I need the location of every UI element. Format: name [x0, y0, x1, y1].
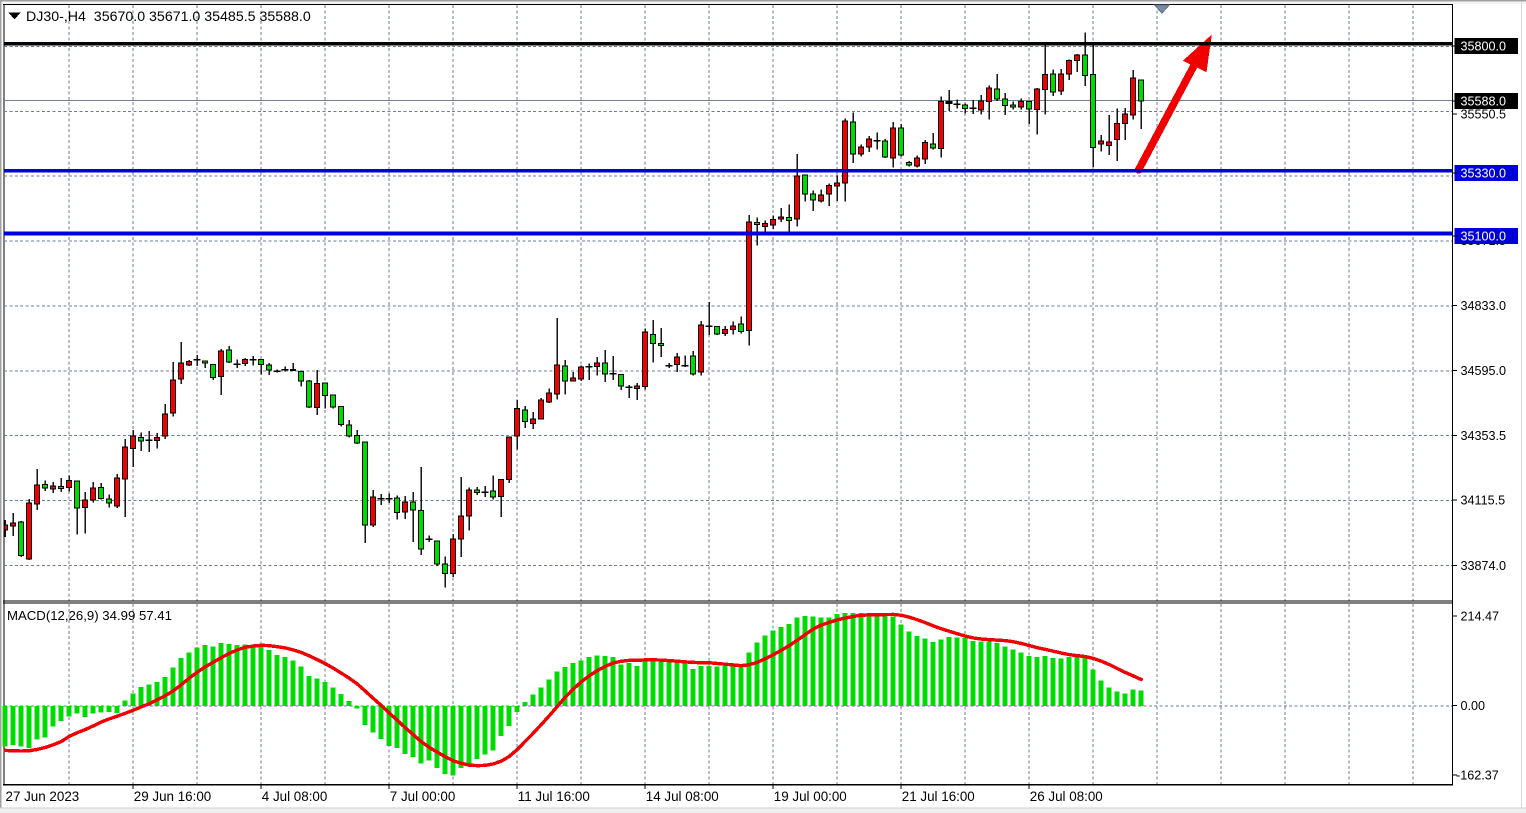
svg-text:14 Jul 08:00: 14 Jul 08:00 [646, 789, 719, 804]
svg-text:4 Jul 08:00: 4 Jul 08:00 [262, 789, 328, 804]
svg-text:-162.37: -162.37 [1456, 768, 1499, 782]
svg-text:35100.0: 35100.0 [1461, 229, 1507, 243]
svg-text:35800.0: 35800.0 [1461, 39, 1507, 53]
svg-text:11 Jul 16:00: 11 Jul 16:00 [518, 789, 590, 804]
svg-text:34595.0: 34595.0 [1461, 364, 1507, 378]
svg-text:27 Jun 2023: 27 Jun 2023 [6, 789, 80, 804]
svg-text:34833.0: 34833.0 [1461, 299, 1507, 313]
svg-text:35588.0: 35588.0 [1461, 94, 1507, 108]
svg-text:26 Jul 08:00: 26 Jul 08:00 [1030, 789, 1103, 804]
svg-text:29 Jun 16:00: 29 Jun 16:00 [134, 789, 211, 804]
svg-text:33874.0: 33874.0 [1461, 559, 1507, 573]
svg-text:34353.5: 34353.5 [1461, 429, 1507, 443]
svg-text:35550.5: 35550.5 [1461, 107, 1507, 121]
svg-text:21 Jul 16:00: 21 Jul 16:00 [902, 789, 975, 804]
svg-text:35330.0: 35330.0 [1461, 166, 1507, 180]
svg-text:DJ30-,H4 35670.0 35671.0 3548: DJ30-,H4 35670.0 35671.0 35485.5 35588.0 [26, 9, 311, 25]
svg-text:19 Jul 00:00: 19 Jul 00:00 [774, 789, 847, 804]
svg-text:MACD(12,26,9) 34.99 57.41: MACD(12,26,9) 34.99 57.41 [7, 608, 172, 623]
svg-text:34115.5: 34115.5 [1461, 493, 1506, 507]
svg-text:214.47: 214.47 [1461, 609, 1500, 623]
svg-text:7 Jul 00:00: 7 Jul 00:00 [390, 789, 456, 804]
svg-text:0.00: 0.00 [1461, 699, 1486, 713]
